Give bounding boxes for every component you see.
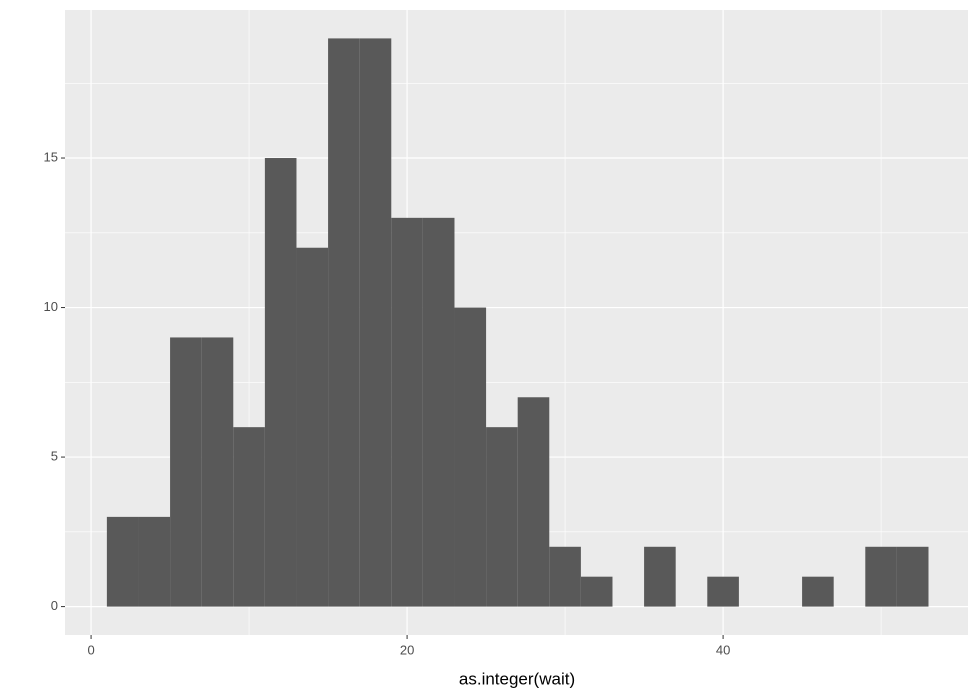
bar (580, 576, 613, 607)
y-tick-label: 0 (51, 598, 58, 613)
bar (328, 38, 360, 607)
bar (296, 247, 329, 607)
bar (549, 546, 581, 607)
x-tick-label: 20 (400, 642, 414, 657)
bar (264, 158, 297, 607)
y-tick-label: 10 (44, 299, 58, 314)
x-axis-title: as.integer(wait) (459, 669, 575, 688)
bar (486, 427, 518, 607)
y-tick-label: 5 (51, 449, 58, 464)
bar (391, 217, 423, 607)
bar (170, 337, 202, 607)
bar (201, 337, 234, 607)
bar (233, 427, 265, 607)
y-tick-label: 15 (44, 149, 58, 164)
bar (422, 217, 455, 607)
x-tick-label: 40 (716, 642, 730, 657)
bar (106, 516, 139, 607)
bar (802, 576, 834, 607)
bar (707, 576, 739, 607)
bar (517, 397, 550, 607)
bar (359, 38, 392, 607)
x-tick-label: 0 (87, 642, 94, 657)
bar (138, 516, 171, 607)
bar (644, 546, 676, 607)
bar (896, 546, 929, 607)
bar (454, 307, 487, 607)
bar (865, 546, 897, 607)
